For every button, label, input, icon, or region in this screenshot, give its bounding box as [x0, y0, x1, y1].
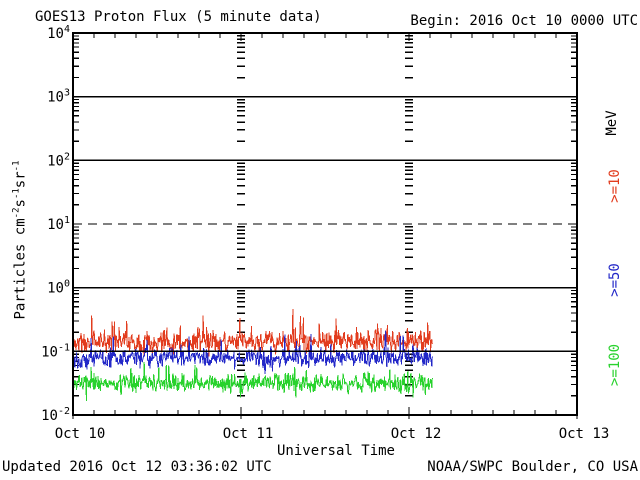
gridlines	[72, 32, 578, 416]
x-tick-label: Oct 11	[223, 426, 274, 442]
series-group	[72, 309, 433, 402]
updated-timestamp: Updated 2016 Oct 12 03:36:02 UTC	[2, 459, 272, 475]
legend-item-ge100: >=100	[607, 343, 623, 387]
series-path-ge50	[72, 330, 433, 375]
x-tick-label: Oct 13	[559, 426, 610, 442]
x-axis-title: Universal Time	[277, 443, 395, 459]
y-tick-label: 10-2	[41, 406, 70, 424]
y-tick-label: 103	[47, 88, 70, 106]
series-path-ge10	[72, 309, 433, 357]
tick-labels: 104 103 102 101 100 10-1 10-2 Oct 10 Oct 11 Oct 1…	[41, 24, 609, 459]
axis-ticks	[72, 33, 578, 419]
y-tick-label: 101	[47, 215, 70, 233]
plot-frame	[72, 32, 578, 416]
chart-title: GOES13 Proton Flux (5 minute data)	[35, 9, 322, 25]
y-tick-label: 100	[47, 279, 70, 297]
begin-time-label: Begin: 2016 Oct 10 0000 UTC	[410, 13, 638, 29]
y-tick-label: 104	[47, 24, 70, 42]
legend-item-ge50: >=50	[607, 263, 623, 297]
right-axis-unit-label: MeV	[604, 110, 620, 136]
legend-item-ge10: >=10	[607, 169, 623, 203]
x-tick-label: Oct 10	[55, 426, 106, 442]
y-tick-label: 10-1	[41, 342, 70, 360]
credit-label: NOAA/SWPC Boulder, CO USA	[427, 459, 638, 475]
x-tick-label: Oct 12	[391, 426, 442, 442]
y-tick-label: 102	[47, 151, 70, 169]
series-path-ge100	[72, 361, 433, 402]
